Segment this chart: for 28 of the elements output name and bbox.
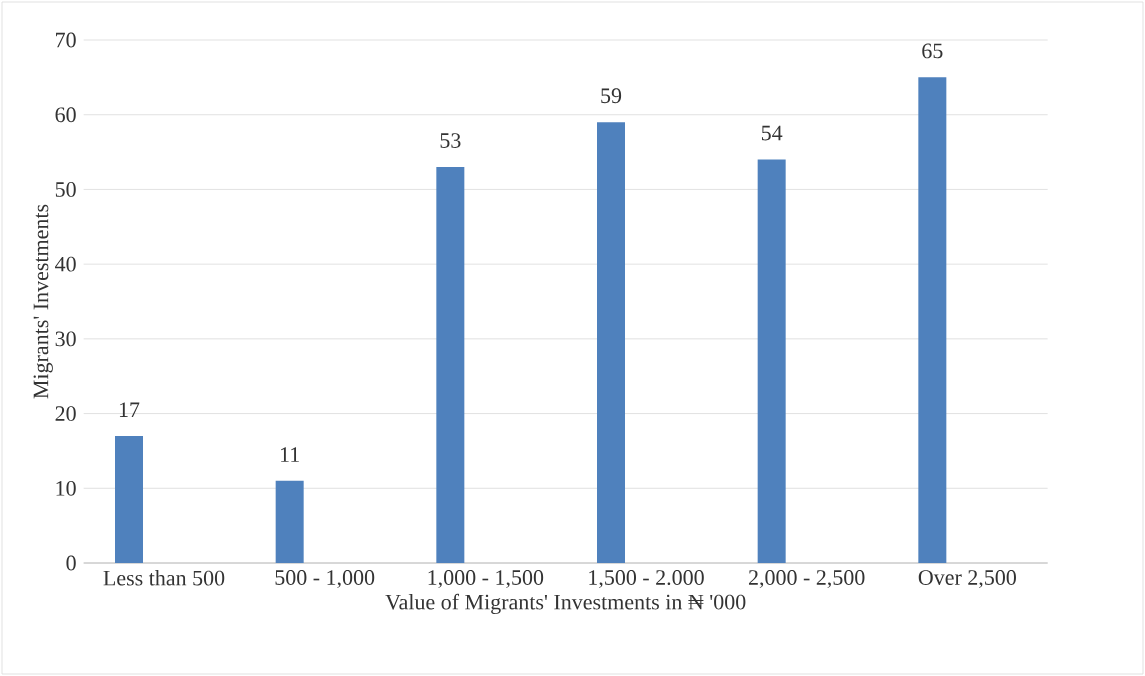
x-tick-label: 1,000 - 1,500 (428, 570, 544, 589)
x-axis-title: Value of Migrants' Investments in ₦ '000 (385, 593, 746, 615)
y-tick-label: 40 (55, 256, 76, 272)
x-tick-label: Less than 500 (103, 570, 225, 586)
y-tick-label: 0 (66, 555, 76, 571)
y-tick-label: 70 (56, 32, 76, 48)
y-tick-label: 20 (55, 406, 76, 421)
data-label: 54 (761, 125, 783, 141)
y-axis-title: Migrants' Investments (33, 204, 53, 399)
y-tick-label: 10 (56, 480, 76, 496)
x-tick-label: 1,500 - 2.000 (589, 570, 704, 589)
data-label: 11 (281, 447, 299, 462)
x-tick-label: Over 2,500 (918, 570, 1016, 589)
data-label: 53 (440, 133, 461, 148)
bar (115, 435, 144, 564)
data-label: 17 (119, 402, 140, 417)
y-tick-label: 30 (55, 331, 76, 347)
x-tick-label: 2,000 - 2,500 (748, 570, 865, 589)
x-tick-label: 500 - 1,000 (275, 570, 375, 589)
bar (436, 167, 465, 564)
data-label: 65 (922, 43, 943, 59)
y-tick-label: 60 (55, 107, 76, 123)
bar (597, 122, 626, 564)
bar (918, 77, 947, 564)
y-tick-label: 50 (55, 182, 76, 197)
data-label: 59 (601, 88, 622, 104)
bar (757, 159, 786, 564)
bar (275, 480, 304, 564)
